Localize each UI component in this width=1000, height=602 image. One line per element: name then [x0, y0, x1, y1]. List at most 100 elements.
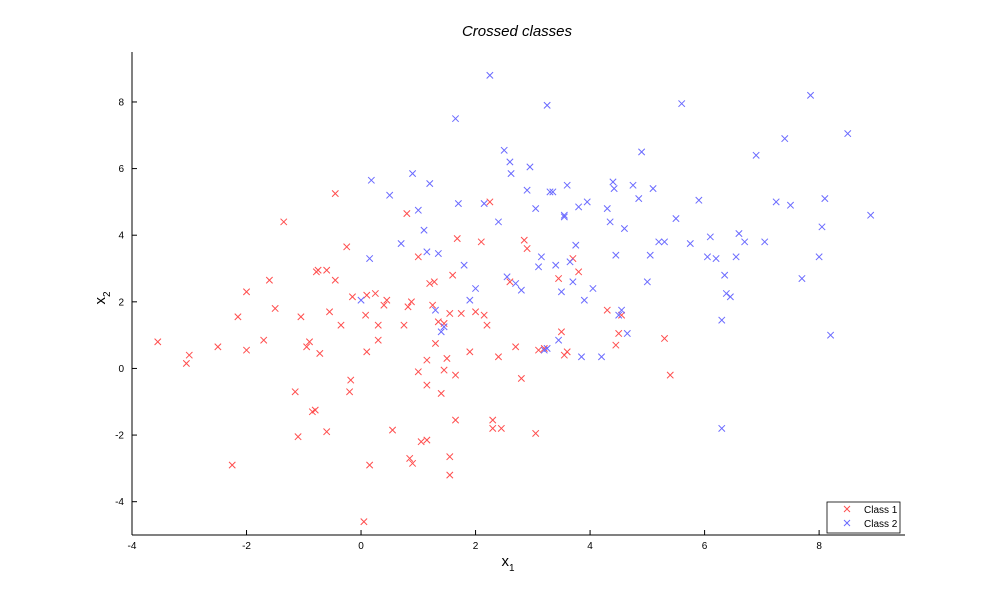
data-point: [423, 436, 431, 444]
x-axis-label-base: x: [501, 553, 509, 570]
data-point: [449, 271, 457, 279]
x-axis-label-subscript: 1: [509, 563, 515, 574]
data-point: [374, 336, 382, 344]
data-point: [423, 248, 431, 256]
data-point: [446, 309, 454, 318]
data-point: [721, 271, 729, 279]
y-axis-label-base: x: [92, 297, 109, 305]
data-point: [185, 351, 193, 359]
data-point: [228, 461, 236, 469]
y-axis-label-subscript: 2: [102, 291, 113, 297]
data-point: [672, 214, 680, 223]
data-point: [430, 278, 438, 286]
data-point: [583, 198, 591, 206]
data-point: [483, 321, 491, 329]
data-point: [242, 288, 251, 296]
data-point: [532, 205, 540, 213]
legend-label-class-2: Class 2: [864, 519, 898, 530]
data-point: [827, 331, 835, 339]
data-point: [534, 263, 543, 271]
data-point: [781, 135, 789, 143]
data-point: [560, 213, 568, 221]
data-point: [615, 311, 623, 319]
plot-area: [154, 71, 875, 526]
legend-marker-class-2: [843, 519, 851, 527]
data-point: [520, 236, 528, 244]
x-axis-label: x1: [501, 553, 515, 574]
data-point: [347, 376, 355, 384]
data-point: [346, 388, 354, 396]
data-point: [555, 336, 563, 344]
data-point: [703, 253, 712, 261]
data-point: [466, 296, 474, 304]
data-point: [623, 329, 631, 338]
y-tick-label: 4: [118, 231, 124, 242]
data-point: [426, 279, 434, 288]
data-point: [486, 71, 494, 79]
data-point: [271, 304, 279, 313]
data-point: [265, 276, 273, 284]
data-point: [735, 229, 743, 238]
data-point: [403, 210, 411, 218]
data-point: [540, 344, 548, 353]
data-point: [400, 321, 408, 329]
data-point: [686, 239, 694, 248]
data-point: [426, 180, 434, 188]
data-point: [844, 130, 852, 138]
data-point: [606, 218, 614, 226]
data-point: [489, 424, 497, 432]
data-point: [577, 353, 586, 361]
data-point: [446, 453, 454, 461]
data-point: [472, 284, 480, 293]
data-point: [537, 253, 545, 261]
data-point: [526, 163, 534, 171]
legend-label-class-1: Class 1: [864, 505, 898, 516]
data-point: [434, 318, 442, 326]
data-point: [446, 471, 454, 479]
data-point: [643, 278, 651, 286]
data-point: [407, 298, 415, 306]
data-point: [655, 238, 663, 246]
data-point: [366, 254, 374, 263]
data-point: [434, 249, 442, 258]
data-point: [666, 371, 674, 379]
data-point: [867, 211, 875, 219]
data-point: [500, 146, 508, 154]
x-tick-label: 4: [587, 541, 593, 552]
data-point: [362, 311, 370, 319]
data-point: [374, 321, 382, 329]
data-point: [718, 316, 726, 324]
data-point: [242, 346, 251, 354]
data-point: [532, 429, 540, 437]
data-point: [367, 176, 375, 184]
data-point: [575, 203, 583, 211]
data-point: [609, 178, 617, 186]
data-point: [366, 461, 374, 469]
data-point: [752, 151, 760, 159]
data-point: [348, 293, 357, 301]
data-point: [695, 196, 703, 204]
data-point: [316, 349, 324, 358]
data-point: [618, 311, 626, 319]
data-point: [234, 313, 242, 321]
data-point: [429, 301, 437, 309]
data-point: [280, 218, 288, 226]
data-point: [431, 339, 440, 348]
data-point: [560, 211, 568, 219]
data-point: [440, 366, 448, 374]
x-tick-label: -2: [242, 541, 251, 552]
data-point: [440, 319, 448, 328]
data-point: [741, 238, 749, 246]
data-point: [331, 190, 339, 198]
data-point: [549, 188, 557, 196]
data-point: [311, 406, 319, 414]
y-tick-label: 8: [118, 97, 124, 108]
data-point: [297, 313, 305, 321]
data-point: [706, 233, 714, 241]
data-point: [414, 368, 422, 376]
data-point: [363, 348, 371, 356]
data-point: [572, 241, 580, 249]
data-point: [440, 323, 448, 331]
data-point: [303, 343, 311, 351]
data-point: [360, 518, 368, 526]
